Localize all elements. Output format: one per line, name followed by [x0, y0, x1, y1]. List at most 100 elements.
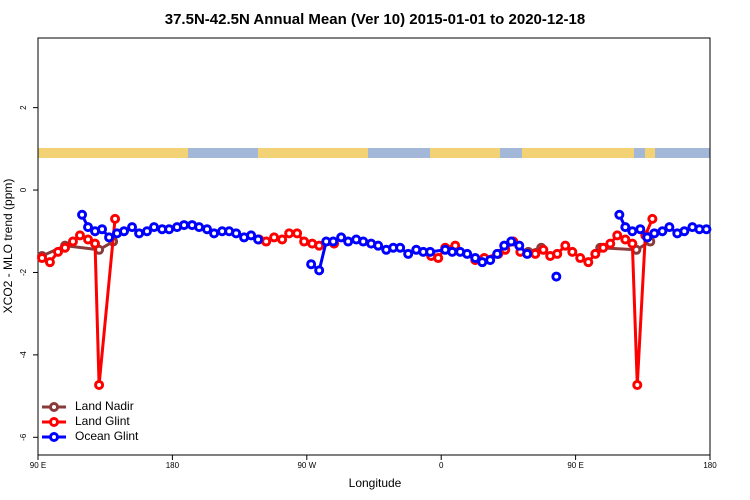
point — [657, 226, 668, 237]
point — [567, 246, 578, 257]
point — [142, 226, 153, 237]
point — [425, 246, 436, 257]
point — [343, 236, 354, 247]
plot-frame — [37, 37, 711, 456]
point — [614, 209, 625, 220]
point — [246, 230, 257, 241]
point — [83, 222, 94, 233]
point — [90, 238, 101, 249]
point — [231, 228, 242, 239]
point — [104, 232, 115, 243]
point — [253, 234, 264, 245]
point — [97, 224, 108, 235]
point — [373, 240, 384, 251]
point — [470, 253, 481, 264]
y-tick-label: -6 — [19, 433, 28, 441]
point — [67, 236, 78, 247]
point — [551, 271, 562, 282]
point — [328, 236, 339, 247]
point — [44, 257, 55, 268]
point — [209, 228, 220, 239]
point — [647, 213, 658, 224]
legend-label: Land Glint — [75, 414, 130, 428]
point — [620, 222, 631, 233]
point — [179, 220, 190, 231]
point — [627, 238, 638, 249]
point — [514, 240, 525, 251]
point — [336, 232, 347, 243]
point — [127, 222, 138, 233]
x-tick-label: 0 — [439, 461, 444, 470]
point — [701, 224, 712, 235]
point — [37, 253, 48, 264]
point — [522, 248, 533, 259]
point — [530, 248, 541, 259]
point — [306, 259, 317, 270]
map-strip — [38, 148, 710, 158]
legend-label: Land Nadir — [75, 399, 134, 413]
y-tick-label: -4 — [19, 351, 28, 359]
point — [575, 253, 586, 264]
point — [538, 244, 549, 255]
point — [77, 209, 88, 220]
point — [395, 242, 406, 253]
x-axis-label: Longitude — [349, 476, 402, 490]
point — [261, 236, 272, 247]
chart-title: 37.5N-42.5N Annual Mean (Ver 10) 2015-01… — [165, 11, 585, 28]
point — [83, 234, 94, 245]
point — [269, 232, 280, 243]
point — [552, 248, 563, 259]
y-tick-label: 0 — [19, 187, 28, 192]
point — [314, 265, 325, 276]
point — [620, 234, 631, 245]
point — [560, 240, 571, 251]
point — [477, 257, 488, 268]
x-tick-label: 180 — [703, 461, 717, 470]
point — [492, 248, 503, 259]
point — [74, 230, 85, 241]
point — [149, 222, 160, 233]
point — [292, 228, 303, 239]
x-tick-label: 90 E — [30, 461, 46, 470]
point — [590, 248, 601, 259]
point — [299, 236, 310, 247]
point — [679, 226, 690, 237]
point — [499, 240, 510, 251]
point — [194, 222, 205, 233]
y-axis-label: XCO2 - MLO trend (ppm) — [1, 179, 15, 314]
legend-marker — [49, 402, 59, 412]
point — [506, 236, 517, 247]
y-tick-label: 2 — [19, 105, 28, 110]
point — [202, 224, 213, 235]
point — [462, 248, 473, 259]
point — [53, 246, 64, 257]
x-tick-label: 90 E — [567, 461, 583, 470]
point — [485, 255, 496, 266]
point — [664, 222, 675, 233]
point — [598, 242, 609, 253]
x-tick-label: 90 W — [297, 461, 316, 470]
point — [632, 379, 643, 390]
x-tick-label: 180 — [166, 461, 180, 470]
point — [119, 226, 130, 237]
point — [403, 248, 414, 259]
point — [60, 242, 71, 253]
point — [134, 228, 145, 239]
point — [605, 238, 616, 249]
point — [164, 224, 175, 235]
point — [635, 224, 646, 235]
point — [277, 234, 288, 245]
series — [77, 209, 712, 282]
point — [110, 213, 121, 224]
legend-marker — [49, 432, 59, 442]
point — [358, 236, 369, 247]
legend-label: Ocean Glint — [75, 429, 139, 443]
point — [642, 232, 653, 243]
legend-marker — [49, 417, 59, 427]
point — [612, 230, 623, 241]
point — [447, 246, 458, 257]
point — [649, 228, 660, 239]
point — [433, 253, 444, 264]
point — [314, 240, 325, 251]
